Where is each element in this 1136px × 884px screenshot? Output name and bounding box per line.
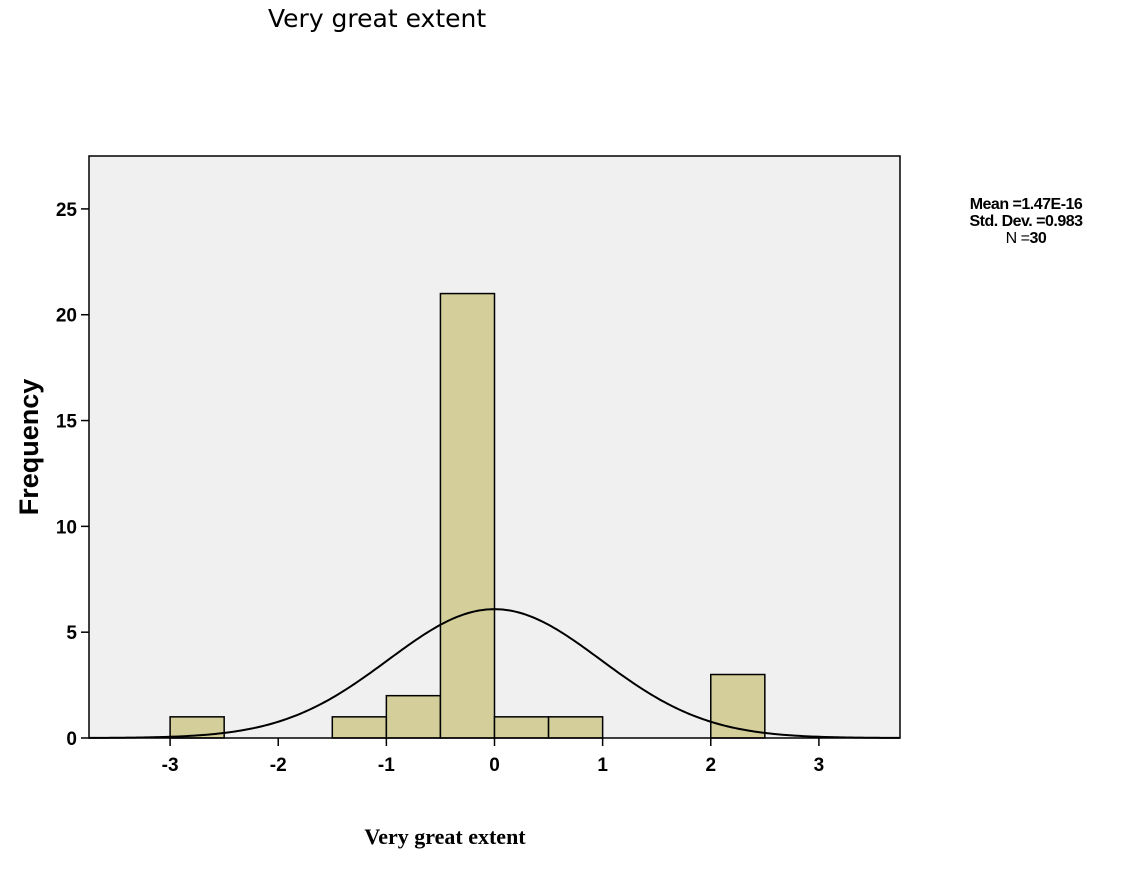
page-title: Very great extent: [268, 4, 487, 33]
normal-curve: [88, 608, 901, 739]
n-value: 30: [1029, 230, 1047, 247]
histogram-bar: [439, 292, 496, 739]
std-dev-text: Std. Dev. =0.983: [969, 213, 1083, 230]
y-tick-label: 20: [56, 306, 77, 327]
histogram-bar: [331, 716, 388, 739]
x-tick-label: -1: [378, 755, 395, 776]
x-tick-label: 1: [597, 755, 608, 776]
n-label: N =: [1005, 230, 1030, 247]
y-axis-title: Frequency: [14, 379, 44, 516]
x-tick-label: 3: [814, 755, 825, 776]
n-text: N =30: [920, 230, 1132, 247]
histogram-bar: [385, 694, 442, 739]
x-tick-label: 2: [705, 755, 716, 776]
y-tick-label: 15: [56, 412, 78, 433]
histogram-bar: [493, 716, 550, 739]
x-tick-label: -3: [162, 755, 179, 776]
mean-text: Mean =1.47E-16: [969, 196, 1083, 213]
y-tick-label: 10: [56, 517, 77, 538]
histogram-bar: [547, 716, 604, 739]
y-tick-label: 0: [66, 729, 77, 750]
x-axis-title-container: Very great extent: [0, 824, 890, 850]
y-tick-label: 25: [56, 200, 78, 221]
y-tick-label: 5: [66, 623, 77, 644]
summary-statistics: Mean =1.47E-16 Std. Dev. =0.983 N =30: [920, 196, 1132, 247]
x-tick-label: 0: [489, 755, 500, 776]
x-axis-title: Very great extent: [364, 824, 526, 849]
x-tick-label: -2: [270, 755, 287, 776]
histogram-bar: [710, 673, 766, 739]
